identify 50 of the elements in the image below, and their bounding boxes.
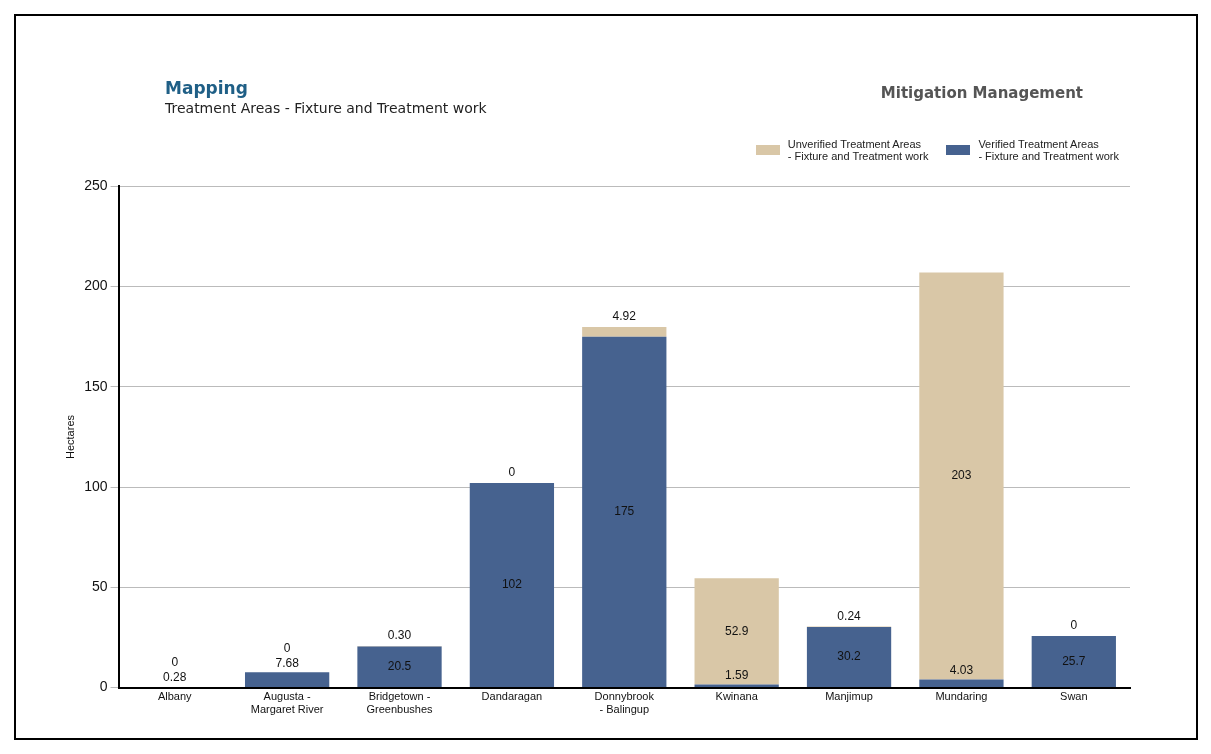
data-label: 1.59	[724, 667, 749, 682]
data-label: 30.2	[837, 649, 862, 664]
data-label: 0.28	[163, 670, 187, 685]
data-label: 175	[614, 504, 635, 519]
data-label: 203	[951, 468, 972, 483]
x-tick-label: Bridgetown - Greenbushes	[366, 690, 434, 716]
bar	[806, 627, 892, 688]
data-label: 4.03	[949, 662, 974, 677]
data-label: 20.5	[387, 659, 412, 674]
x-tick-label: Swan	[1060, 690, 1088, 703]
data-label: 102	[501, 577, 523, 592]
chart-subtitle: Treatment Areas - Fixture and Treatment work	[165, 100, 487, 116]
bar	[919, 679, 1004, 688]
data-label: 0	[1070, 618, 1078, 633]
bar	[694, 578, 779, 685]
x-tick-label: Kwinana	[715, 690, 759, 703]
x-tick-label: Manjimup	[825, 690, 873, 703]
x-tick-label: Donnybrook - Balingup	[594, 690, 655, 716]
y-tick-label: 0	[99, 678, 108, 695]
y-tick-label: 50	[91, 578, 108, 595]
data-label: 0	[508, 465, 516, 480]
bar	[582, 326, 667, 337]
y-tick-label: 100	[84, 477, 108, 494]
bar	[469, 483, 555, 688]
bar	[357, 646, 442, 688]
bar	[244, 672, 330, 688]
data-label: 0	[171, 655, 179, 670]
x-tick-label: Augusta - Margaret River	[250, 690, 324, 716]
y-tick-label: 150	[84, 377, 108, 394]
data-label: 25.7	[1062, 653, 1086, 668]
chart-title: Mapping	[165, 78, 248, 98]
bar	[582, 336, 667, 688]
bar	[1031, 636, 1116, 688]
bar	[694, 684, 779, 688]
x-tick-label: Mundaring	[935, 690, 988, 703]
bar	[919, 272, 1004, 680]
data-label: 0.30	[387, 628, 412, 643]
y-axis-title: Hectares	[63, 414, 76, 460]
x-tick-label: Albany	[157, 690, 193, 703]
data-label: 0	[283, 640, 291, 655]
text: Mitigation Management	[880, 84, 1083, 102]
y-tick-label: 200	[84, 277, 108, 294]
legend-label: Verified Treatment Areas - Fixture and Treatment work	[978, 138, 1119, 162]
legend-label: Unverified Treatment Areas - Fixture and Treatment work	[787, 138, 929, 162]
y-tick-label: 250	[84, 177, 108, 194]
data-label: 4.92	[612, 309, 637, 324]
data-label: 0.24	[837, 608, 862, 623]
x-tick-label: Dandaragan	[481, 690, 543, 703]
data-label: 7.68	[275, 655, 300, 670]
data-label: 52.9	[724, 623, 749, 638]
